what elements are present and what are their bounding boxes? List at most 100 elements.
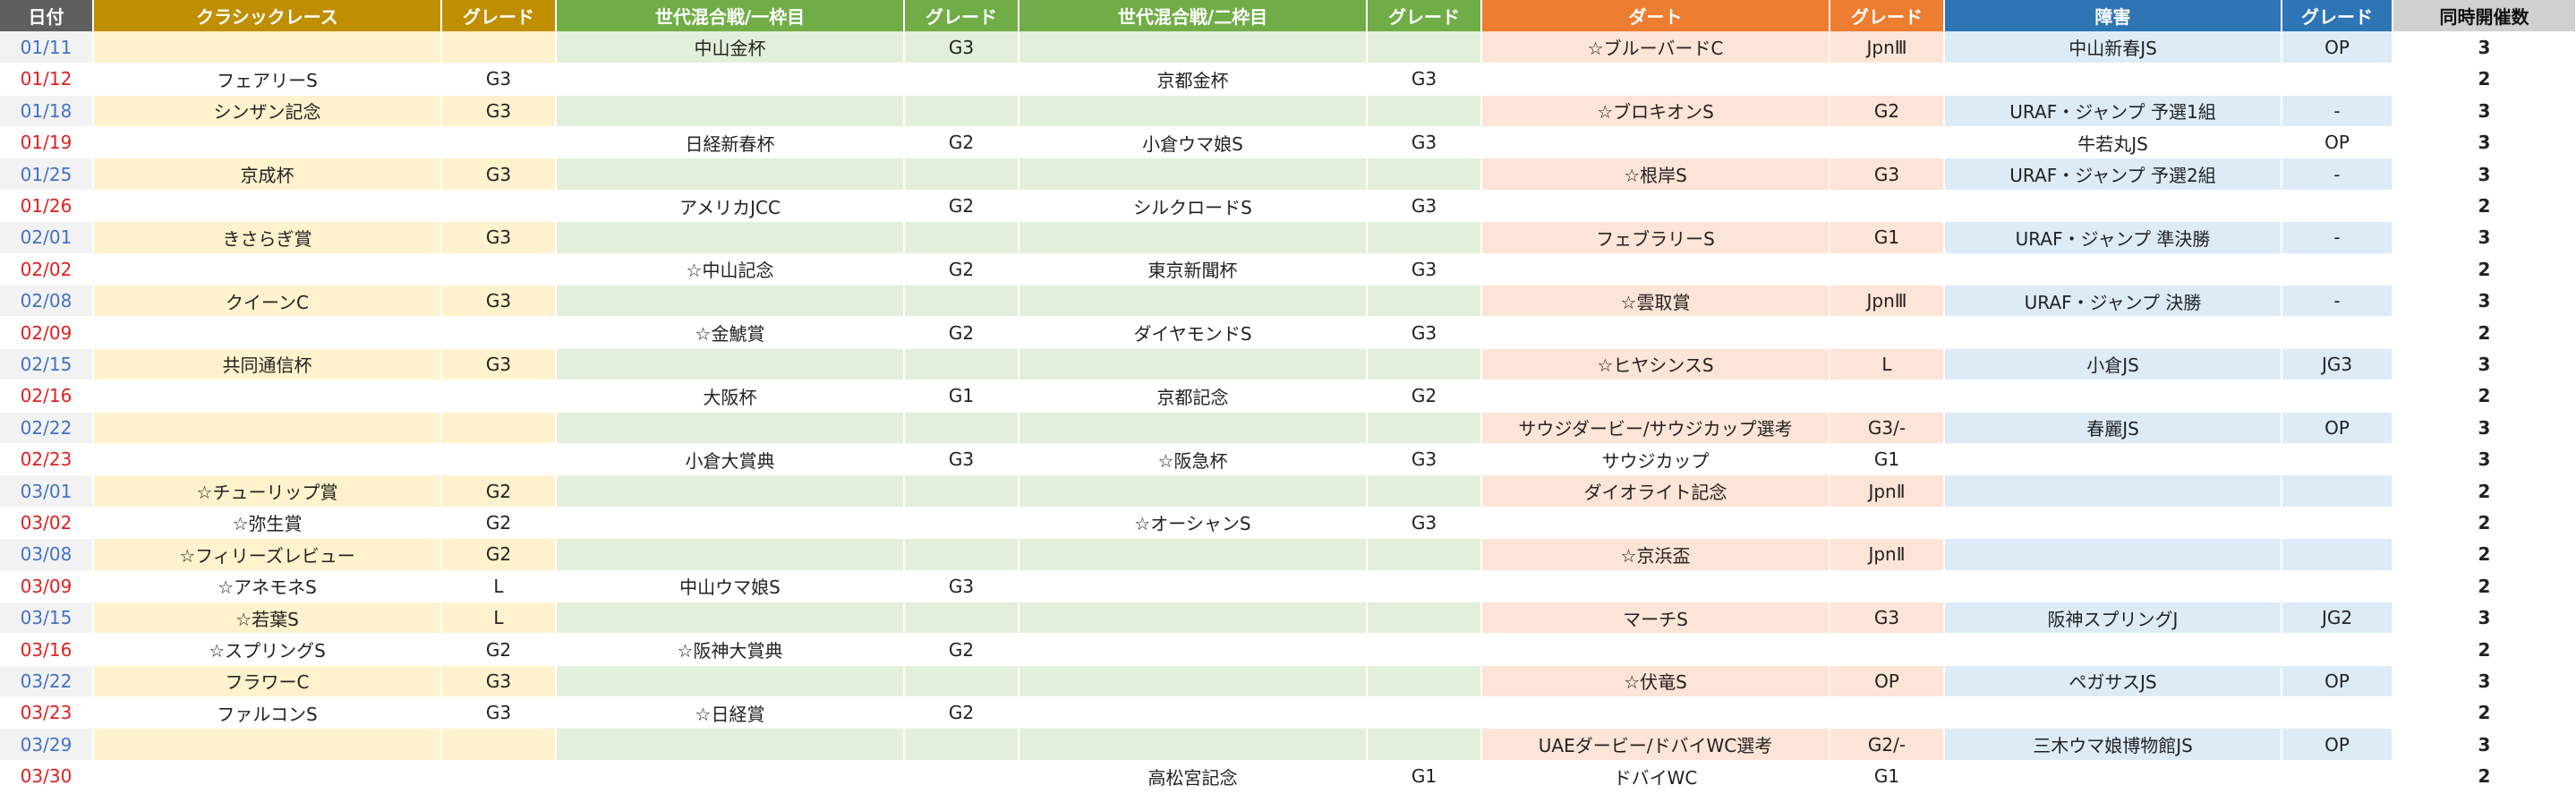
mixed1-race-cell: 大阪杯 [556,380,905,413]
mixed1-race-cell [556,348,905,381]
count-cell: 2 [2393,570,2576,602]
jump-race-cell: URAF・ジャンプ 予選1組 [1944,95,2282,128]
classic-grade-cell: G3 [441,696,557,730]
dirt-grade-cell [1830,696,1945,730]
count-cell: 2 [2393,507,2576,540]
dirt-race-cell [1481,190,1830,223]
classic-grade-cell: G3 [441,348,557,381]
header-classic-grade: グレード [441,0,557,32]
header-date: 日付 [0,0,94,32]
mixed1-race-cell: ☆阪神大賞典 [556,633,905,666]
mixed1-grade-cell: G2 [904,633,1019,666]
mixed1-grade-cell: G2 [904,316,1019,349]
dirt-grade-cell: JpnⅢ [1830,285,1945,318]
mixed2-race-cell [1019,538,1368,571]
jump-race-cell [1944,760,2282,793]
count-cell: 3 [2393,158,2576,191]
table-row: 03/08 ☆フィリーズレビュー G2 ☆京浜盃 JpnⅡ 2 [0,538,2576,571]
dirt-grade-cell [1830,633,1945,666]
mixed2-race-cell: ☆オーシャンS [1019,507,1368,540]
mixed2-grade-cell: G3 [1367,63,1482,96]
mixed1-grade-cell [904,221,1019,254]
table-row: 03/22 フラワーC G3 ☆伏竜S OP ペガサスJS OP 3 [0,665,2576,698]
mixed2-race-cell: ダイヤモンドS [1019,316,1368,349]
dirt-race-cell [1481,316,1830,349]
mixed1-race-cell [556,412,905,444]
jump-grade-cell [2282,380,2393,413]
dirt-race-cell [1481,126,1830,159]
mixed2-grade-cell [1367,570,1482,602]
dirt-race-cell: サウジダービー/サウジカップ選考 [1481,412,1830,444]
count-cell: 3 [2393,665,2576,698]
date-cell: 03/08 [0,538,94,571]
mixed2-race-cell: 東京新聞杯 [1019,253,1368,286]
mixed1-race-cell [556,285,905,318]
jump-grade-cell: OP [2282,665,2393,698]
header-jump-grade: グレード [2282,0,2393,32]
mixed2-race-cell: 京都記念 [1019,380,1368,413]
table-row: 03/29 UAEダービー/ドバイWC選考 G2/- 三木ウマ娘博物館JS OP 3 [0,728,2576,761]
date-cell: 03/29 [0,728,94,761]
dirt-race-cell: マーチS [1481,602,1830,635]
date-cell: 02/02 [0,253,94,286]
mixed2-race-cell [1019,95,1368,128]
dirt-race-cell: ☆根岸S [1481,158,1830,191]
header-mixed1-grade: グレード [904,0,1019,32]
dirt-grade-cell: G3 [1830,602,1945,635]
classic-grade-cell [441,253,557,286]
jump-race-cell [1944,380,2282,413]
classic-race-cell: シンザン記念 [93,95,442,128]
header-dirt: ダート [1481,0,1830,32]
date-cell: 02/15 [0,348,94,381]
mixed1-race-cell [556,158,905,191]
dirt-race-cell [1481,570,1830,602]
mixed2-grade-cell [1367,474,1482,508]
mixed2-grade-cell [1367,665,1482,698]
classic-grade-cell: G3 [441,285,557,318]
dirt-grade-cell: L [1830,348,1945,381]
mixed2-grade-cell: G3 [1367,507,1482,540]
mixed1-race-cell: アメリカJCC [556,190,905,223]
classic-grade-cell [441,190,557,223]
date-cell: 01/19 [0,126,94,159]
jump-race-cell [1944,507,2282,540]
date-cell: 01/25 [0,158,94,191]
jump-grade-cell [2282,63,2393,96]
mixed1-race-cell [556,63,905,96]
date-cell: 03/02 [0,507,94,540]
mixed2-race-cell [1019,348,1368,381]
mixed2-grade-cell [1367,602,1482,635]
dirt-race-cell: ☆伏竜S [1481,665,1830,698]
table-row: 02/08 クイーンC G3 ☆雲取賞 JpnⅢ URAF・ジャンプ 決勝 -3 [0,285,2576,318]
date-cell: 03/01 [0,474,94,508]
mixed1-race-cell [556,221,905,254]
mixed2-grade-cell [1367,538,1482,571]
dirt-race-cell [1481,63,1830,96]
mixed2-race-cell [1019,31,1368,64]
mixed2-grade-cell: G3 [1367,443,1482,476]
jump-grade-cell [2282,538,2393,571]
dirt-grade-cell [1830,507,1945,540]
jump-race-cell: URAF・ジャンプ 準決勝 [1944,221,2282,254]
classic-race-cell [93,728,442,761]
table-row: 03/01 ☆チューリップ賞 G2 ダイオライト記念 JpnⅡ 2 [0,474,2576,508]
header-jump: 障害 [1944,0,2282,32]
mixed2-race-cell [1019,602,1368,635]
classic-race-cell: フェアリーS [93,63,442,96]
header-count: 同時開催数 [2393,0,2576,32]
mixed2-grade-cell: G3 [1367,316,1482,349]
classic-race-cell: ☆弥生賞 [93,507,442,540]
jump-grade-cell: OP [2282,31,2393,64]
mixed2-grade-cell: G3 [1367,190,1482,223]
dirt-grade-cell: JpnⅢ [1830,31,1945,64]
table-row: 01/25 京成杯 G3 ☆根岸S G3 URAF・ジャンプ 予選2組 -3 [0,158,2576,191]
classic-race-cell [93,443,442,476]
count-cell: 3 [2393,221,2576,254]
mixed1-grade-cell: G3 [904,443,1019,476]
date-cell: 02/08 [0,285,94,318]
dirt-grade-cell [1830,190,1945,223]
classic-grade-cell: L [441,602,557,635]
classic-grade-cell: G2 [441,538,557,571]
dirt-grade-cell [1830,380,1945,413]
dirt-grade-cell: G1 [1830,760,1945,793]
